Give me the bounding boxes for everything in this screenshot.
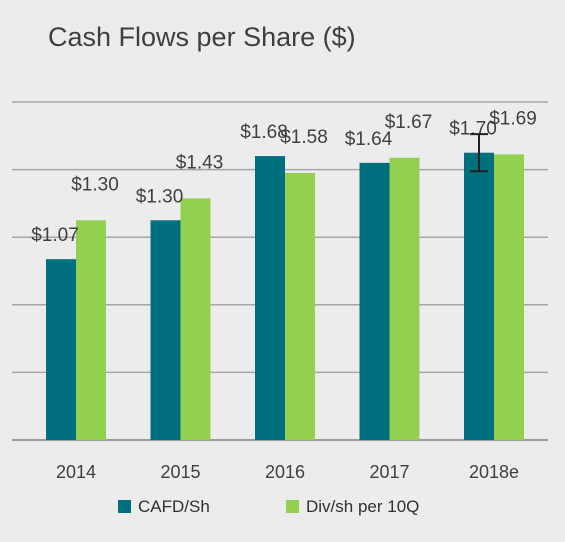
bar-cafd-2016	[255, 156, 285, 440]
bar-div-2015	[180, 198, 211, 440]
bar-div-2014	[76, 220, 106, 440]
bar-div-2018e	[494, 154, 524, 440]
legend-label-cafd: CAFD/Sh	[138, 497, 210, 516]
data-label-cafd-2015: $1.30	[136, 186, 184, 207]
x-tick-label: 2016	[265, 462, 305, 482]
data-label-div-2017: $1.67	[385, 112, 433, 133]
bar-cafd-2015	[150, 220, 181, 440]
bar-cafd-2017	[359, 162, 390, 440]
legend-swatch-div	[286, 500, 299, 513]
bar-cafd-2014	[46, 259, 76, 440]
data-label-div-2018e: $1.69	[489, 108, 537, 129]
data-label-cafd-2016: $1.68	[240, 122, 288, 143]
bar-div-2016	[285, 172, 315, 441]
data-label-div-2014: $1.30	[71, 174, 119, 195]
x-tick-label: 2018e	[469, 462, 519, 482]
bar-cafd-2018e	[464, 152, 494, 440]
bar-div-2017	[389, 157, 420, 440]
legend-swatch-cafd	[118, 500, 131, 513]
x-tick-label: 2014	[56, 462, 96, 482]
x-tick-label: 2017	[369, 462, 409, 482]
x-tick-label: 2015	[160, 462, 200, 482]
data-label-div-2015: $1.43	[176, 152, 224, 173]
data-label-div-2016: $1.58	[280, 127, 328, 148]
legend-label-div: Div/sh per 10Q	[306, 497, 419, 516]
chart-title: Cash Flows per Share ($)	[48, 22, 356, 52]
data-label-cafd-2017: $1.64	[345, 129, 393, 150]
data-label-cafd-2014: $1.07	[31, 225, 79, 246]
